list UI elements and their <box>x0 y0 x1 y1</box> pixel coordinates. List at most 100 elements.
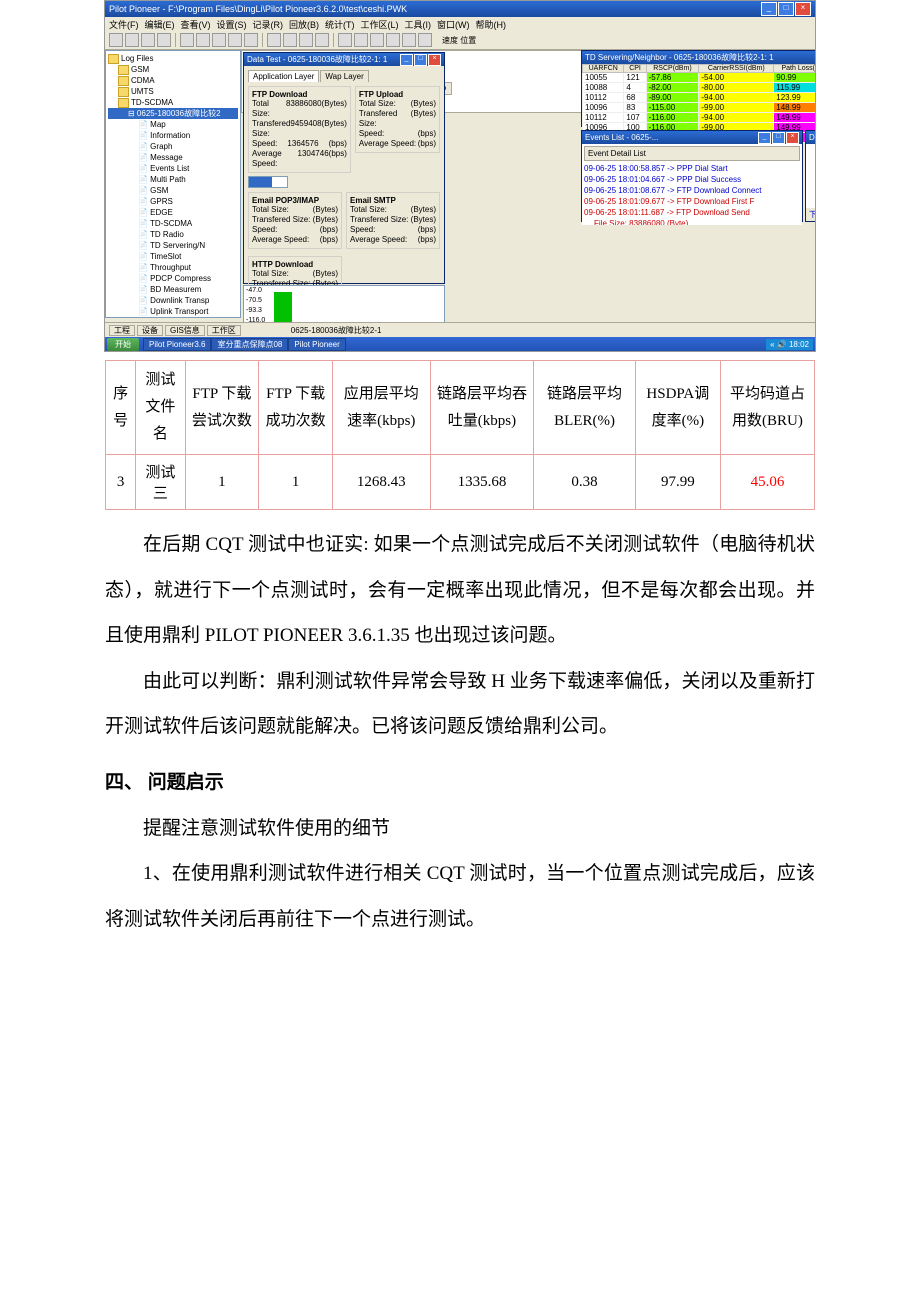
table-cell: 3 <box>106 455 136 510</box>
table-header: FTP 下载尝试次数 <box>185 361 259 455</box>
maximize-icon[interactable]: □ <box>414 54 427 66</box>
toolbar-button[interactable] <box>283 33 297 47</box>
menu-item[interactable]: 回放(B) <box>289 18 319 31</box>
graph-axis: -47.0-70.5-93.3-116.0 <box>246 286 265 326</box>
meter-footer: 下载: 1.39 mbps 上传: 0.02 mbps <box>806 208 816 221</box>
tab[interactable]: Application Layer <box>248 70 319 82</box>
table-header: 链路层平均吞吐量(kbps) <box>430 361 534 455</box>
tab[interactable]: 工作区 <box>207 325 241 336</box>
toolbar-button[interactable] <box>267 33 281 47</box>
toolbar-button[interactable] <box>338 33 352 47</box>
toolbar-button[interactable] <box>418 33 432 47</box>
minimize-icon[interactable]: _ <box>761 2 777 16</box>
toolbar-button[interactable] <box>315 33 329 47</box>
servering-titlebar[interactable]: TD Servering/Neighbor - 0625-180036故障比较2… <box>582 51 816 64</box>
taskbar-item[interactable]: Pilot Pioneer3.6 <box>143 338 211 351</box>
table-header: FTP 下载成功次数 <box>259 361 333 455</box>
toolbar-button[interactable] <box>370 33 384 47</box>
toolbar: 速度 位置 <box>105 31 815 50</box>
events-body: Event Detail List09-06-25 18:00:58.857 -… <box>582 144 802 225</box>
events-title: Events List - 0625-... <box>585 133 658 142</box>
bottom-tabs: 工程设备GIS信息工作区 <box>109 325 243 336</box>
toolbar-button[interactable] <box>299 33 313 47</box>
toolbar-button[interactable] <box>196 33 210 47</box>
window-controls: _□× <box>758 132 799 144</box>
paragraph: 由此可以判断：鼎利测试软件异常会导致 H 业务下载速率偏低，关闭以及重新打开测试… <box>105 659 815 750</box>
sidebar-tree[interactable]: Log FilesGSMCDMAUMTSTD-SCDMA⊟ 0625-18003… <box>105 50 241 318</box>
toolbar-button[interactable] <box>386 33 400 47</box>
data-test-window: Data Test - 0625-180036故障比较2-1: 1 _□× Ap… <box>243 52 445 284</box>
menu-item[interactable]: 文件(F) <box>109 18 139 31</box>
results-table: 序号测试文件名FTP 下载尝试次数FTP 下载成功次数应用层平均速率(kbps)… <box>105 360 815 510</box>
paragraph: 在后期 CQT 测试中也证实: 如果一个点测试完成后不关闭测试软件（电脑待机状态… <box>105 522 815 659</box>
minimize-icon[interactable]: _ <box>400 54 413 66</box>
app-titlebar: Pilot Pioneer - F:\Program Files\DingLi\… <box>105 1 815 17</box>
taskbar-tasks: Pilot Pioneer3.6室分重点保障点08Pilot Pioneer <box>143 339 346 350</box>
app-title: Pilot Pioneer - F:\Program Files\DingLi\… <box>109 4 407 14</box>
close-icon[interactable]: × <box>786 132 799 144</box>
menu-item[interactable]: 设置(S) <box>217 18 247 31</box>
menu-item[interactable]: 工具(I) <box>405 18 432 31</box>
menu-item[interactable]: 统计(T) <box>325 18 355 31</box>
table-cell: 1 <box>259 455 333 510</box>
paragraph: 提醒注意测试软件使用的细节 <box>105 806 815 852</box>
table-header: 链路层平均BLER(%) <box>534 361 635 455</box>
toolbar-button[interactable] <box>180 33 194 47</box>
tab[interactable]: 工程 <box>109 325 135 336</box>
meter-titlebar[interactable]: DV Meter × <box>806 131 816 144</box>
toolbar-button[interactable] <box>141 33 155 47</box>
table-header: 测试文件名 <box>136 361 185 455</box>
status-tab[interactable]: 0625-180036故障比较2-1 <box>291 325 382 336</box>
close-icon[interactable]: × <box>795 2 811 16</box>
servering-title: TD Servering/Neighbor - 0625-180036故障比较2… <box>585 52 774 63</box>
menu-item[interactable]: 编辑(E) <box>145 18 175 31</box>
tab[interactable]: GIS信息 <box>165 325 205 336</box>
toolbar-button[interactable] <box>354 33 368 47</box>
content-area: Data Test - 0625-180036故障比较2-1: 1 _□× Ap… <box>241 50 815 318</box>
close-icon[interactable]: × <box>428 54 441 66</box>
start-button[interactable]: 开始 <box>107 338 139 351</box>
paragraph: 1、在使用鼎利测试软件进行相关 CQT 测试时，当一个位置点测试完成后，应该将测… <box>105 851 815 942</box>
table-header: HSDPA调度率(%) <box>635 361 720 455</box>
toolbar-separator <box>333 33 334 47</box>
toolbar-button[interactable] <box>244 33 258 47</box>
taskbar-item[interactable]: 室分重点保障点08 <box>211 338 288 351</box>
toolbar-button[interactable] <box>125 33 139 47</box>
clock: 18:02 <box>789 340 809 349</box>
table-cell: 1335.68 <box>430 455 534 510</box>
window-controls: _ □ × <box>761 2 811 16</box>
table-header: 序号 <box>106 361 136 455</box>
menubar: 文件(F) 编辑(E) 查看(V) 设置(S) 记录(R) 回放(B) 统计(T) 工作区(L… <box>105 17 815 31</box>
table-cell: 1268.43 <box>333 455 431 510</box>
taskbar-item[interactable]: Pilot Pioneer <box>288 338 345 351</box>
menu-item[interactable]: 记录(R) <box>253 18 284 31</box>
menu-item[interactable]: 工作区(L) <box>361 18 399 31</box>
meter-body <box>806 144 816 208</box>
tab[interactable]: Wap Layer <box>320 70 368 82</box>
maximize-icon[interactable]: □ <box>778 2 794 16</box>
toolbar-separator <box>262 33 263 47</box>
toolbar-button[interactable] <box>228 33 242 47</box>
menu-item[interactable]: 查看(V) <box>181 18 211 31</box>
toolbar-button[interactable] <box>157 33 171 47</box>
data-test-titlebar[interactable]: Data Test - 0625-180036故障比较2-1: 1 _□× <box>244 53 444 66</box>
data-test-title: Data Test - 0625-180036故障比较2-1: 1 <box>247 54 387 65</box>
window-controls: _□× <box>400 54 441 66</box>
events-window: Events List - 0625-... _□× Event Detail … <box>581 130 803 222</box>
table-header: 平均码道占用数(BRU) <box>720 361 814 455</box>
table-cell: 97.99 <box>635 455 720 510</box>
system-tray[interactable]: « 🔊 18:02 <box>766 339 813 350</box>
maximize-icon[interactable]: □ <box>772 132 785 144</box>
toolbar-button[interactable] <box>109 33 123 47</box>
menu-item[interactable]: 窗口(W) <box>437 18 470 31</box>
statusbar: 工程设备GIS信息工作区 0625-180036故障比较2-1 <box>105 322 815 337</box>
main-area: Log FilesGSMCDMAUMTSTD-SCDMA⊟ 0625-18003… <box>105 50 815 318</box>
tab[interactable]: 设备 <box>137 325 163 336</box>
meter-title: DV Meter <box>809 133 816 142</box>
minimize-icon[interactable]: _ <box>758 132 771 144</box>
toolbar-button[interactable] <box>212 33 226 47</box>
menu-item[interactable]: 帮助(H) <box>476 18 507 31</box>
toolbar-button[interactable] <box>402 33 416 47</box>
events-titlebar[interactable]: Events List - 0625-... _□× <box>582 131 802 144</box>
table-cell: 45.06 <box>720 455 814 510</box>
